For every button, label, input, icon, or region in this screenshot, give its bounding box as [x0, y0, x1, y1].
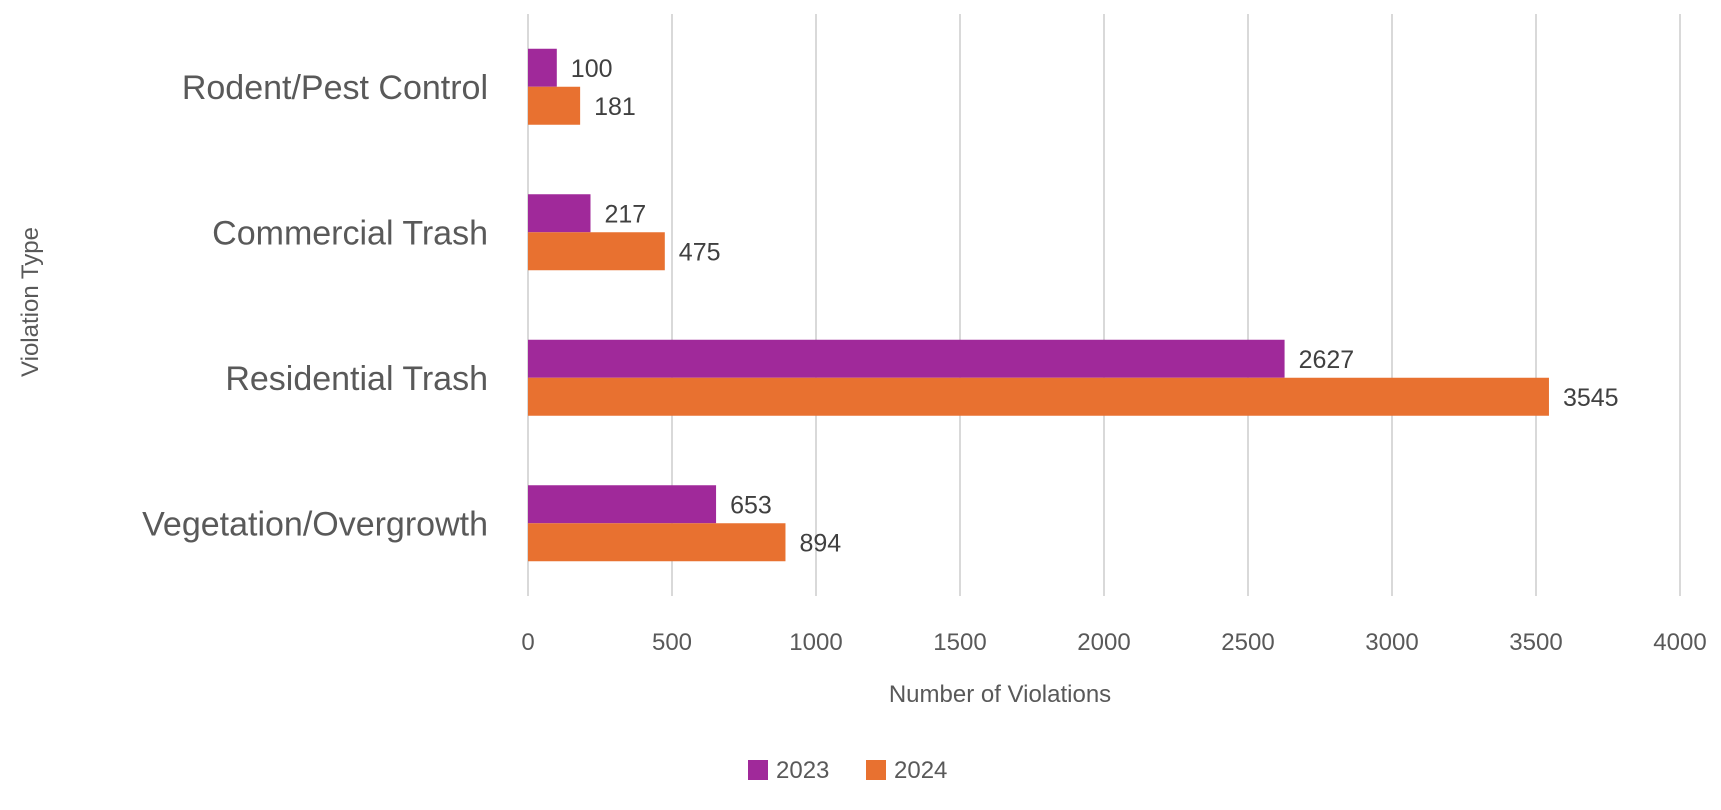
x-tick-label: 2000 [1077, 629, 1130, 656]
x-tick-label: 1000 [789, 629, 842, 656]
data-label-2023: 217 [604, 200, 646, 228]
x-tick-label: 4000 [1653, 629, 1706, 656]
y-axis-title: Violation Type [17, 227, 44, 377]
bar-2024-3 [528, 523, 786, 562]
bar-2023-3 [528, 485, 717, 524]
x-tick-label: 500 [652, 629, 692, 656]
x-tick-label: 3500 [1509, 629, 1562, 656]
category-label: Vegetation/Overgrowth [142, 505, 488, 543]
bar-2023-2 [528, 339, 1285, 378]
data-label-2024: 475 [679, 238, 721, 266]
legend-swatch-2023 [748, 760, 768, 780]
legend-swatch-2024 [866, 760, 886, 780]
data-label-2023: 653 [730, 491, 772, 519]
bar-2024-1 [528, 232, 665, 271]
data-label-2023: 2627 [1299, 346, 1355, 374]
legend-label-2023: 2023 [776, 757, 829, 784]
x-tick-label: 1500 [933, 629, 986, 656]
bar-2024-2 [528, 377, 1549, 416]
bars [528, 48, 1549, 562]
data-label-2024: 894 [799, 529, 841, 557]
legend-label-2024: 2024 [894, 757, 947, 784]
category-label: Residential Trash [225, 360, 488, 398]
data-labels: 100 181 217 475 2627 3545 653 894 [571, 55, 1619, 558]
bar-2023-1 [528, 194, 591, 233]
x-axis-title: Number of Violations [889, 681, 1111, 708]
gridlines [527, 14, 1681, 596]
bar-2024-0 [528, 86, 581, 125]
bar-2023-0 [528, 48, 557, 87]
x-tick-label: 0 [521, 629, 534, 656]
category-label: Commercial Trash [212, 214, 488, 252]
data-label-2024: 181 [594, 93, 636, 121]
value-axis: 0 500 1000 1500 2000 2500 3000 3500 4000 [521, 629, 1706, 656]
x-tick-label: 3000 [1365, 629, 1418, 656]
data-label-2023: 100 [571, 55, 613, 83]
legend: 2023 2024 [748, 757, 947, 784]
x-tick-label: 2500 [1221, 629, 1274, 656]
data-label-2024: 3545 [1563, 384, 1619, 412]
category-axis: Rodent/Pest Control Commercial Trash Resid… [142, 69, 488, 544]
category-label: Rodent/Pest Control [182, 69, 488, 107]
